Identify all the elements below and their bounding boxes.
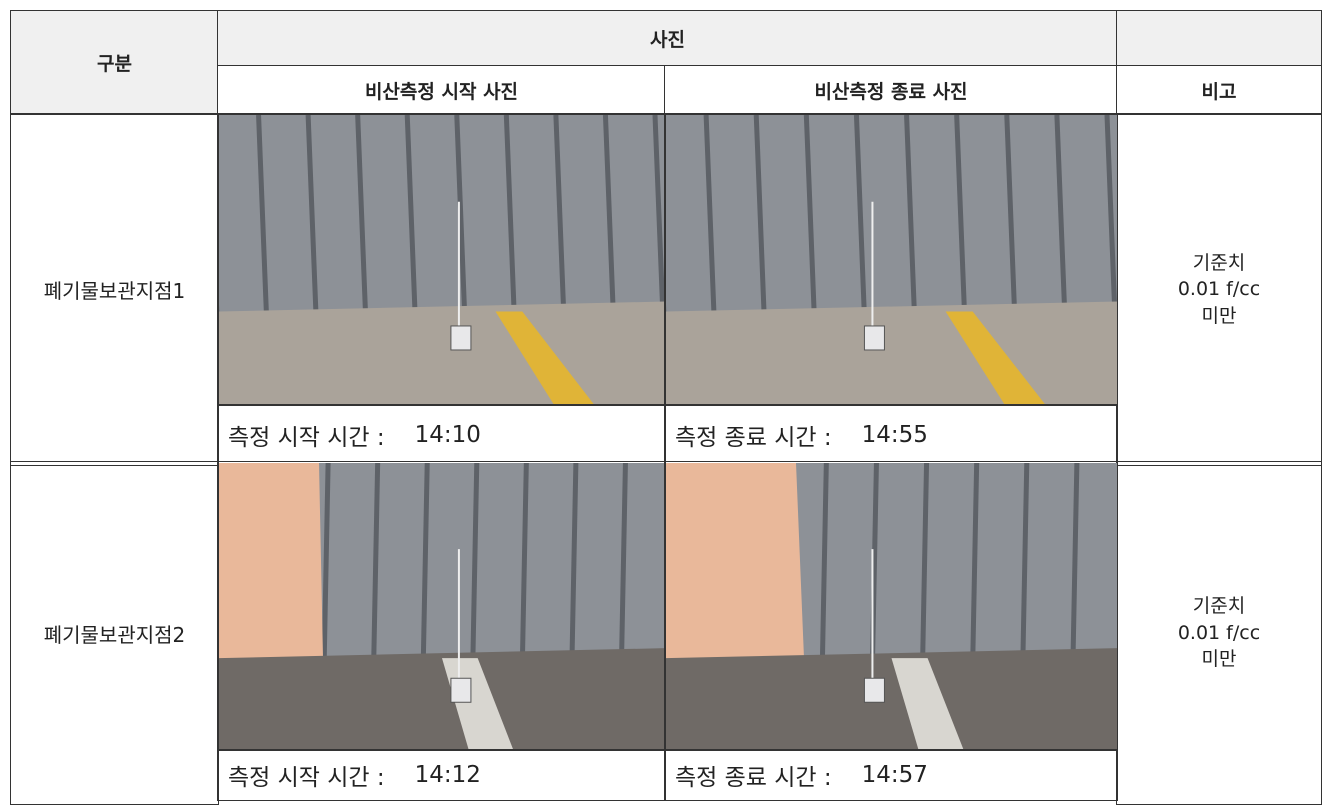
caption-label: 측정 시작 시간 : [228,424,385,451]
remark-line: 기준치 [1192,251,1246,274]
wall-panel [753,114,767,317]
tarp [218,462,324,707]
remark-line: 미만 [1201,648,1237,671]
wall-panel [803,114,817,317]
wall-panel [552,114,566,317]
sampler [863,677,885,703]
location-cell: 폐기물보관지점1 [10,113,219,466]
wall-panel [953,114,967,317]
caption-cell: 측정 시작 시간 : 14:12 [217,749,666,801]
wall-panel [1104,114,1117,317]
wall-panel [1069,462,1079,664]
header-start-photo: 비산측정 시작 사진 [217,65,666,115]
photo [665,462,1117,750]
wall-panel [404,114,418,317]
wall-panel [1019,462,1029,664]
wall-panel [453,114,467,317]
wall-panel [1053,114,1067,317]
wall-panel [853,114,867,317]
floor-line [945,311,1045,404]
wall-panel [503,114,517,317]
wall-panel [1003,114,1017,317]
sampler [863,324,885,350]
wall-panel [354,114,368,317]
wall-panel [305,114,319,317]
wall-panel [255,114,269,317]
wall-panel [703,114,717,317]
caption-label: 측정 종료 시간 : [675,765,832,791]
tarp [665,462,806,707]
caption-cell: 측정 종료 시간 : 14:55 [664,405,1118,464]
photo [218,114,665,404]
photo-cell [217,461,666,751]
photo-cell [217,113,666,405]
caption-time: 14:10 [414,421,481,448]
caption-cell: 측정 시작 시간 : 14:10 [217,405,666,464]
header-blank [1116,10,1322,67]
remark-cell: 기준치 0.01 f/cc 미만 [1116,113,1322,466]
wall-panel [969,462,979,664]
caption-time: 14:55 [861,421,928,448]
floor-line [891,657,964,750]
photo [218,462,665,750]
wall-panel [420,462,430,664]
sampler [449,677,471,703]
remark-cell: 기준치 0.01 f/cc 미만 [1116,461,1322,805]
wall-panel [370,462,380,664]
floor [218,301,665,404]
floor-line [495,311,594,404]
floor [665,647,1117,750]
wall-panel [519,462,529,664]
wall-panel [469,462,479,664]
wall-panel [618,462,628,664]
header-category: 구분 [10,10,219,115]
caption-time: 14:12 [414,762,481,788]
wall-panel [919,462,929,664]
floor [218,647,665,750]
wall-panel [602,114,616,317]
remark-line: 0.01 f/cc [1177,621,1261,644]
caption-time: 14:57 [861,762,928,788]
header-remarks: 비고 [1116,65,1322,115]
photo [665,114,1117,404]
photo-cell [664,113,1118,405]
header-end-photo: 비산측정 종료 사진 [664,65,1118,115]
caption-cell: 측정 종료 시간 : 14:57 [664,749,1118,801]
caption-label: 측정 시작 시간 : [228,765,385,791]
header-photos: 사진 [217,10,1118,67]
wall-panel [568,462,578,664]
remark-line: 0.01 f/cc [1177,278,1261,301]
wall-panel [652,114,665,317]
floor [665,301,1117,404]
remark-line: 미만 [1201,304,1237,327]
wall-panel [321,462,331,664]
photo-cell [664,461,1118,751]
location-cell: 폐기물보관지점2 [10,461,219,805]
remark-line: 기준치 [1192,595,1246,618]
wall-panel [903,114,917,317]
caption-label: 측정 종료 시간 : [675,424,832,451]
sampler [449,324,471,350]
wall-panel [819,462,829,664]
